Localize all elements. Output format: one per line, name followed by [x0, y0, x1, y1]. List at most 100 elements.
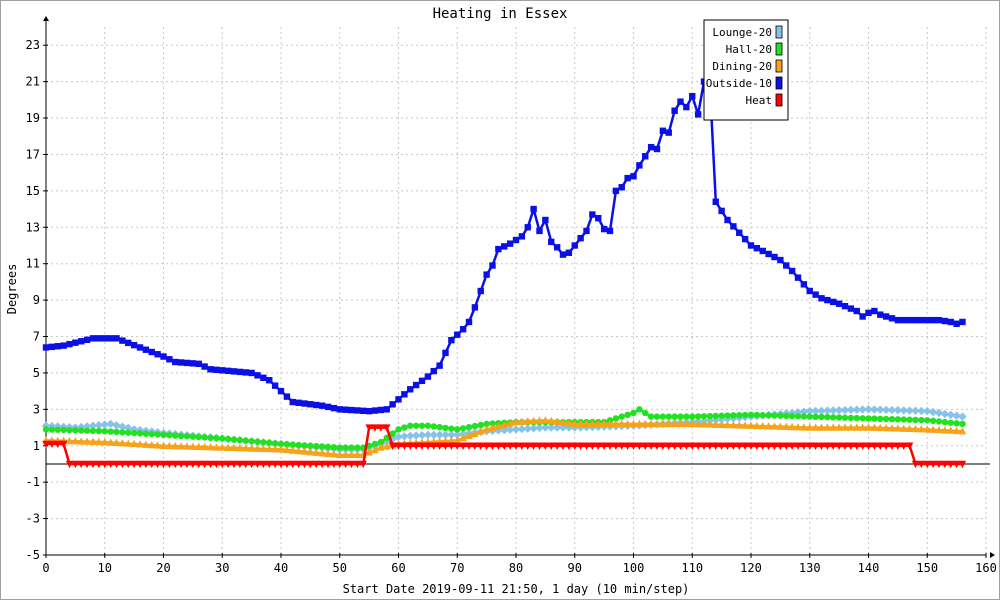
data-point — [776, 422, 785, 430]
data-point — [800, 413, 808, 420]
data-point — [735, 421, 743, 429]
legend-box — [703, 19, 789, 121]
data-point — [877, 415, 884, 423]
data-point — [541, 423, 550, 432]
data-point — [794, 413, 802, 420]
y-tick-label: -1 — [26, 475, 40, 489]
data-point — [254, 372, 261, 379]
data-point — [565, 249, 573, 256]
data-point — [494, 442, 503, 450]
data-point — [336, 444, 343, 451]
data-point — [893, 406, 903, 415]
data-point — [553, 244, 561, 251]
data-point — [753, 442, 761, 450]
data-point — [906, 316, 913, 324]
data-point — [400, 432, 409, 441]
data-point — [318, 449, 326, 457]
data-point — [871, 307, 878, 315]
data-point — [912, 416, 919, 424]
data-point — [189, 442, 197, 450]
data-point — [495, 245, 502, 253]
data-point — [142, 460, 150, 469]
data-point — [823, 406, 832, 415]
data-point — [289, 398, 296, 406]
data-point — [923, 406, 932, 416]
data-point — [459, 433, 467, 442]
x-tick-label: 140 — [858, 561, 880, 575]
data-point — [265, 444, 273, 453]
data-point — [377, 424, 385, 432]
data-point — [865, 415, 872, 422]
data-point — [529, 416, 538, 425]
data-point — [783, 262, 790, 269]
data-point — [847, 414, 855, 422]
data-point — [324, 443, 332, 451]
data-point — [177, 359, 185, 366]
data-point — [665, 442, 673, 450]
data-point — [841, 423, 849, 431]
data-point — [541, 442, 550, 450]
data-point — [294, 446, 303, 455]
data-point — [206, 460, 215, 469]
data-point — [647, 143, 655, 151]
data-point — [353, 450, 362, 459]
data-point — [905, 442, 914, 450]
data-point — [736, 229, 743, 236]
data-point — [418, 422, 426, 429]
data-point — [788, 442, 796, 450]
data-point — [429, 430, 438, 440]
data-point — [935, 418, 943, 425]
data-point — [559, 251, 567, 258]
data-point — [653, 145, 661, 153]
data-point — [488, 423, 497, 432]
data-point — [160, 431, 167, 439]
data-point — [659, 419, 667, 428]
legend-swatch — [775, 76, 783, 90]
data-point — [935, 425, 943, 434]
data-point — [71, 460, 80, 469]
data-point — [136, 430, 144, 437]
data-point — [830, 414, 837, 421]
data-point — [148, 460, 156, 469]
data-point — [882, 313, 890, 320]
data-point — [125, 429, 132, 436]
data-point — [200, 460, 209, 469]
data-point — [799, 407, 809, 416]
data-point — [447, 430, 456, 440]
data-point — [306, 460, 315, 469]
data-point — [958, 460, 967, 469]
data-point — [812, 291, 819, 298]
data-point — [947, 419, 954, 426]
data-point — [78, 427, 85, 434]
data-point — [900, 316, 907, 324]
y-tick-label: 23 — [26, 38, 40, 52]
data-point — [418, 442, 426, 450]
y-tick-label: 9 — [33, 293, 40, 307]
data-point — [447, 436, 456, 444]
data-point — [847, 305, 855, 312]
data-point — [824, 413, 831, 421]
data-point — [548, 238, 555, 246]
data-point — [642, 409, 649, 417]
data-point — [106, 438, 115, 446]
data-point — [482, 442, 491, 450]
data-point — [553, 442, 561, 450]
data-point — [683, 103, 690, 111]
data-point — [66, 340, 73, 348]
data-point — [283, 393, 291, 400]
data-point — [529, 442, 538, 450]
data-point — [172, 432, 179, 439]
data-point — [894, 424, 902, 432]
data-point — [154, 351, 161, 358]
data-point — [130, 460, 138, 469]
x-tick-label: 100 — [623, 561, 645, 575]
data-point — [101, 460, 109, 469]
data-point — [858, 442, 867, 450]
data-point — [864, 405, 873, 414]
data-point — [800, 423, 808, 431]
data-point — [78, 338, 85, 345]
data-point — [266, 377, 273, 384]
data-point — [918, 316, 925, 324]
data-point — [624, 411, 631, 419]
data-point — [83, 427, 91, 434]
